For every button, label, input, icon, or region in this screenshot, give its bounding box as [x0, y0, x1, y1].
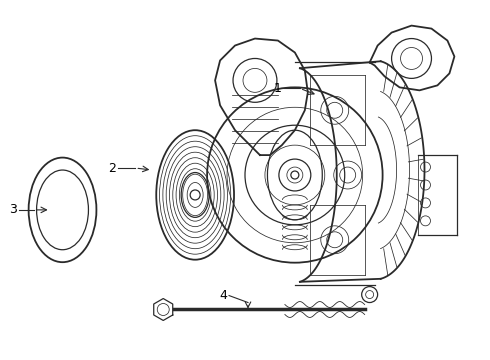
- Text: 4: 4: [219, 289, 227, 302]
- Circle shape: [420, 198, 431, 208]
- Circle shape: [291, 171, 299, 179]
- Circle shape: [420, 162, 431, 172]
- Circle shape: [190, 190, 200, 200]
- Circle shape: [420, 180, 431, 190]
- Text: 1: 1: [274, 82, 282, 95]
- Circle shape: [420, 216, 431, 226]
- Text: 2: 2: [108, 162, 116, 175]
- Text: 3: 3: [9, 203, 17, 216]
